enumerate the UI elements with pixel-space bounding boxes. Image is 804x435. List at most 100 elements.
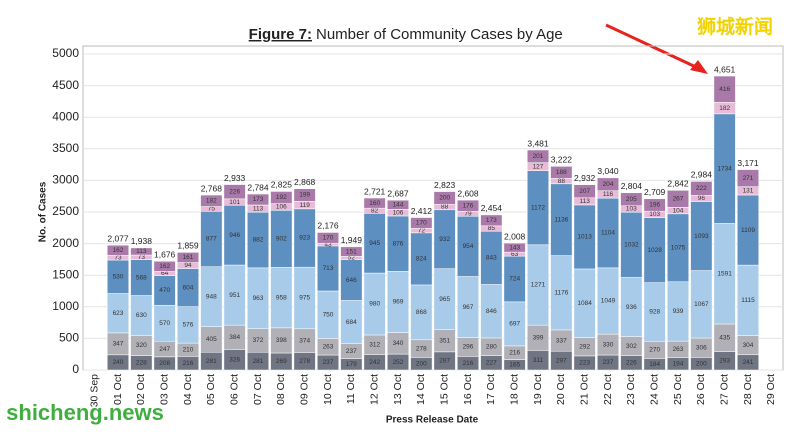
segment-label: 143 [509,244,520,251]
x-tick-label: 13 Oct [392,374,404,405]
bar-segment [130,247,153,256]
x-tick-label: 23 Oct [625,374,637,405]
segment-label: 252 [393,359,404,366]
bar-segment [270,191,293,204]
segment-label: 843 [486,255,497,262]
x-tick-label: 03 Oct [158,374,170,405]
segment-label: 196 [649,202,660,209]
segment-label: 384 [229,334,240,341]
bar-segment [363,197,386,209]
segment-label: 73 [114,254,122,261]
bar-segment [340,246,363,257]
segment-label: 216 [463,360,474,367]
segment-label: 241 [743,359,754,366]
segment-label: 281 [253,358,264,365]
segment-label: 188 [556,169,567,176]
x-tick-label: 09 Oct [298,374,310,405]
y-tick-label: 4500 [52,78,79,92]
segment-label: 199 [299,192,310,199]
segment-label: 568 [136,274,147,281]
segment-label: 43 [324,241,332,248]
segment-label: 347 [113,341,124,348]
total-label: 2,721 [364,186,386,196]
x-tick-label: 29 Oct [765,374,777,405]
bar-segment [247,193,269,206]
segment-label: 312 [369,342,380,349]
x-tick-label: 19 Oct [532,374,544,405]
segment-label: 75 [208,206,216,213]
segment-label: 131 [743,188,754,195]
segment-label: 161 [183,254,194,261]
segment-label: 242 [369,359,380,366]
segment-label: 237 [346,348,357,355]
segment-label: 351 [439,337,450,344]
segment-label: 192 [276,194,287,201]
segment-label: 416 [719,86,730,93]
segment-label: 975 [299,295,310,302]
segment-label: 72 [418,227,426,234]
segment-label: 302 [626,343,637,350]
y-tick-label: 2000 [52,236,79,250]
bar-segment [153,260,176,272]
segment-label: 201 [533,153,544,160]
segment-label: 1136 [554,216,568,223]
y-tick-label: 1500 [52,267,79,281]
segment-label: 1591 [717,270,732,277]
segment-label: 184 [649,361,660,368]
segment-label: 173 [486,217,497,224]
total-label: 2,825 [271,180,293,190]
y-axis-label: No. of Cases [38,181,49,242]
segment-label: 882 [253,237,264,244]
segment-label: 398 [276,337,287,344]
segment-label: 902 [276,236,287,243]
segment-label: 179 [346,361,357,368]
segment-label: 228 [136,360,147,367]
segment-label: 724 [509,276,520,283]
segment-label: 79 [464,210,472,217]
x-tick-label: 17 Oct [485,374,497,405]
segment-label: 297 [556,357,567,364]
bar-segment [713,75,736,103]
segment-label: 170 [323,235,334,242]
segment-label: 113 [253,205,264,212]
segment-label: 604 [183,284,194,291]
segment-label: 326 [229,356,240,363]
segment-label: 320 [136,342,147,349]
segment-label: 210 [183,346,194,353]
segment-label: 1172 [531,204,545,211]
segment-label: 88 [558,178,566,185]
total-label: 4,651 [714,64,736,74]
segment-label: 1067 [694,301,709,308]
x-tick-label: 02 Oct [135,374,147,405]
x-tick-label: 22 Oct [602,374,614,405]
total-label: 1,859 [177,241,199,251]
bar-segment [410,217,433,229]
total-label: 2,842 [667,179,689,189]
bar-segment [433,191,456,205]
segment-label: 293 [719,357,730,364]
segment-label: 208 [159,360,170,367]
x-tick-label: 26 Oct [695,374,707,405]
segment-label: 932 [439,236,450,243]
segment-label: 119 [299,202,310,209]
segment-label: 165 [509,362,520,369]
segment-label: 296 [463,344,474,351]
segment-label: 1013 [577,234,592,241]
segment-label: 948 [206,293,217,300]
segment-label: 106 [276,204,287,211]
segment-label: 263 [323,343,334,350]
bar-segment [457,199,479,212]
segment-label: 945 [369,240,380,247]
arrow-head [690,60,708,74]
segment-label: 63 [511,251,519,258]
segment-label: 846 [486,308,497,315]
total-label: 2,608 [457,188,479,198]
segment-label: 223 [579,360,590,367]
total-label: 2,768 [201,183,223,193]
segment-label: 207 [579,188,590,195]
segment-label: 170 [416,220,427,227]
total-label: 2,454 [481,203,503,213]
segment-label: 278 [416,345,427,352]
segment-label: 176 [463,202,474,209]
y-tick-label: 1000 [52,299,79,313]
